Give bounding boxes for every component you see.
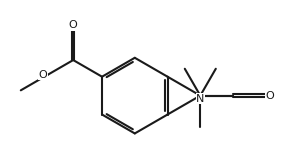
Text: O: O [266,91,275,101]
Text: N: N [196,94,204,104]
Text: O: O [69,20,78,30]
Text: O: O [38,70,47,80]
